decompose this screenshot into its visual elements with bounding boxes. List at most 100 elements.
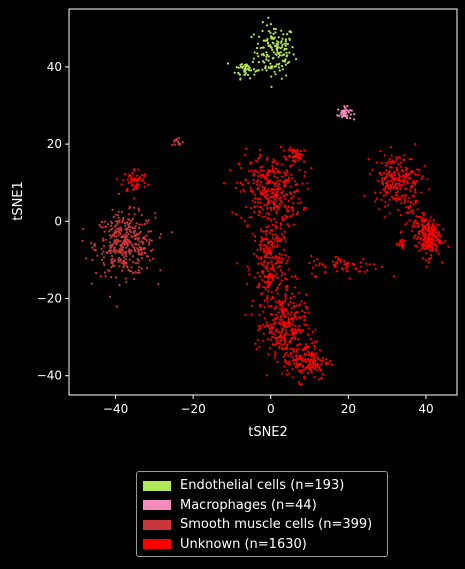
- data-point: [106, 223, 110, 226]
- data-point: [138, 246, 141, 249]
- data-point: [293, 191, 296, 194]
- data-point: [304, 311, 307, 314]
- data-point: [271, 246, 274, 249]
- data-point: [268, 213, 271, 216]
- data-point: [420, 223, 424, 226]
- data-point: [255, 69, 258, 72]
- x-axis-ticks: −40 −20 0 20 40: [103, 395, 434, 416]
- data-point: [294, 58, 298, 61]
- y-tick-label: −20: [37, 292, 62, 306]
- data-point: [292, 295, 296, 298]
- data-point: [426, 224, 429, 227]
- data-point: [254, 159, 257, 162]
- data-point: [380, 198, 383, 201]
- data-point: [307, 364, 310, 367]
- data-point: [266, 238, 269, 241]
- data-point: [246, 265, 249, 268]
- data-point: [283, 53, 286, 56]
- data-point: [314, 275, 317, 278]
- data-point: [268, 240, 271, 243]
- data-point: [292, 362, 295, 365]
- data-point: [270, 200, 273, 203]
- data-point: [299, 201, 302, 204]
- data-point: [128, 248, 131, 251]
- data-point: [117, 214, 120, 217]
- data-point: [235, 66, 238, 69]
- data-point: [267, 169, 270, 172]
- data-point: [292, 209, 295, 212]
- data-point: [398, 241, 401, 244]
- data-point: [422, 217, 425, 220]
- data-point: [294, 324, 297, 328]
- data-point: [322, 373, 325, 376]
- data-point: [122, 179, 125, 182]
- data-point: [276, 161, 279, 164]
- data-point: [432, 238, 435, 242]
- data-point: [425, 218, 429, 221]
- data-point: [100, 252, 103, 255]
- data-point: [257, 329, 260, 332]
- data-point: [432, 234, 435, 237]
- data-point: [110, 276, 113, 279]
- data-point: [396, 178, 399, 181]
- data-point: [392, 170, 395, 174]
- data-point: [428, 227, 431, 231]
- data-point: [276, 240, 279, 243]
- data-point: [263, 260, 266, 263]
- data-point: [275, 221, 278, 224]
- data-point: [408, 196, 411, 199]
- data-point: [275, 47, 278, 50]
- data-point: [408, 158, 411, 161]
- data-point: [379, 191, 382, 194]
- data-point: [421, 247, 424, 250]
- data-point: [132, 197, 135, 200]
- data-point: [272, 323, 275, 326]
- data-point: [291, 333, 294, 336]
- data-point: [430, 246, 433, 249]
- data-point: [265, 172, 268, 175]
- data-point: [318, 349, 322, 352]
- data-point: [303, 174, 306, 177]
- data-point: [268, 232, 271, 235]
- data-point: [314, 328, 317, 331]
- data-point: [401, 183, 404, 186]
- data-point: [257, 256, 260, 259]
- data-point: [388, 171, 391, 174]
- data-point: [307, 346, 310, 349]
- data-point: [284, 288, 288, 291]
- data-point: [286, 215, 289, 218]
- data-point: [295, 355, 298, 358]
- y-tick-label: 0: [54, 214, 62, 228]
- data-point: [293, 313, 296, 316]
- data-point: [387, 187, 390, 190]
- data-point: [301, 357, 304, 360]
- data-point: [265, 55, 268, 58]
- data-point: [263, 306, 267, 309]
- data-point: [417, 236, 420, 239]
- data-point: [414, 201, 417, 204]
- data-point: [280, 318, 284, 321]
- data-point: [295, 189, 298, 193]
- data-point: [284, 295, 287, 298]
- data-point: [253, 68, 256, 71]
- data-point: [396, 190, 399, 193]
- data-point: [128, 205, 131, 208]
- data-point: [93, 244, 96, 247]
- data-point: [143, 181, 146, 184]
- data-point: [103, 271, 107, 274]
- data-point: [434, 229, 437, 232]
- data-point: [126, 244, 129, 247]
- data-point: [274, 184, 277, 187]
- data-point: [306, 372, 309, 375]
- legend-swatch: [143, 500, 171, 511]
- data-point: [121, 269, 124, 272]
- data-point: [311, 366, 314, 369]
- data-point: [255, 254, 258, 258]
- legend-label: Macrophages (n=44): [180, 497, 317, 513]
- data-point: [402, 158, 405, 161]
- data-point: [143, 185, 146, 188]
- data-point: [266, 24, 269, 27]
- data-point: [269, 274, 272, 277]
- data-point: [291, 151, 294, 154]
- data-point: [131, 172, 134, 175]
